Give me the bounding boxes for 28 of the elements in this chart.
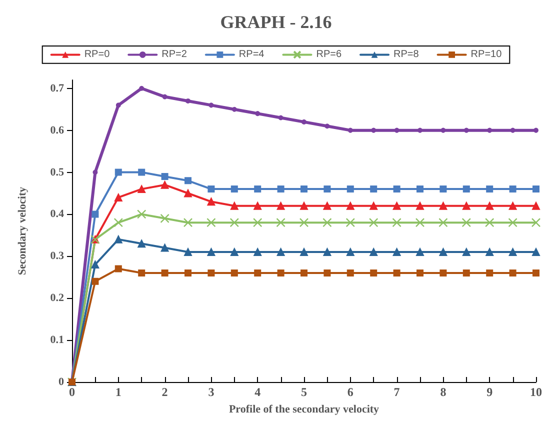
x-tick-label: 10	[530, 385, 542, 399]
x-tick-label: 9	[486, 385, 493, 399]
legend-label: RP=6	[316, 49, 342, 60]
x-tick-label: 3	[208, 385, 214, 399]
y-tick-label: 0.1	[50, 334, 64, 346]
y-tick-label: 0	[58, 376, 64, 388]
y-tick-label: 0.6	[50, 124, 64, 136]
legend-label: RP=0	[84, 49, 110, 60]
x-tick-label: 2	[162, 385, 168, 399]
legend-label: RP=4	[238, 49, 265, 60]
x-tick-label: 8	[440, 385, 446, 399]
y-tick-label: 0.5	[50, 166, 64, 178]
x-axis-title: Profile of the secondary velocity	[228, 404, 380, 416]
x-tick-label: 6	[347, 385, 354, 399]
x-tick-label: 5	[301, 385, 307, 399]
chart-title: GRAPH - 2.16	[220, 12, 332, 32]
x-tick-label: 0	[69, 385, 75, 399]
x-tick-label: 7	[394, 385, 400, 399]
legend-label: RP=8	[394, 49, 420, 60]
y-tick-label: 0.3	[50, 250, 64, 262]
legend-label: RP=2	[162, 49, 188, 60]
x-tick-label: 4	[254, 385, 261, 399]
x-tick-label: 1	[115, 385, 122, 399]
y-tick-label: 0.4	[50, 208, 64, 220]
legend-label: RP=10	[470, 49, 502, 60]
y-axis-title: Secondary velocity	[16, 186, 28, 276]
y-tick-label: 0.2	[50, 292, 64, 304]
y-tick-label: 0.7	[50, 82, 64, 94]
